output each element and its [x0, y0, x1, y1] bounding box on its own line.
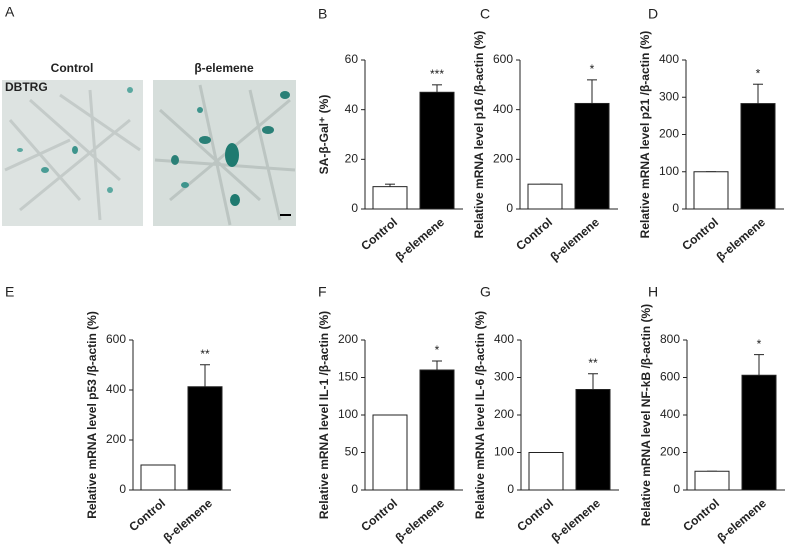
y-tick-label: 400	[660, 407, 680, 421]
y-tick-label: 400	[493, 102, 513, 116]
y-tick-label: 50	[345, 445, 359, 459]
significance: **	[200, 347, 210, 361]
y-tick-label: 400	[106, 382, 126, 396]
y-tick-label: 0	[351, 482, 358, 496]
x-tick-label: Control	[680, 496, 722, 534]
panel-label: C	[480, 6, 490, 22]
y-tick-label: 600	[493, 52, 513, 66]
column-title: β-elemene	[194, 61, 254, 75]
x-tick-label: Control	[514, 496, 556, 534]
y-axis-label: Relative mRNA level IL-1 /β-actin (%)	[317, 311, 331, 519]
y-tick-label: 0	[506, 201, 513, 215]
x-tick-label: β-elemene	[392, 215, 447, 264]
bar	[693, 171, 729, 210]
significance: *	[435, 343, 440, 357]
y-tick-label: 200	[338, 332, 358, 346]
y-axis-label: SA-β-Gal⁺ (%)	[317, 95, 331, 175]
bar	[574, 102, 610, 210]
bar	[187, 386, 223, 491]
x-tick-label: β-elemene	[714, 496, 769, 545]
x-tick-label: β-elemene	[713, 215, 768, 264]
y-tick-label: 200	[493, 152, 513, 166]
significance: *	[757, 337, 762, 351]
y-axis-label: Relative mRNA level IL-6 /β-actin (%)	[473, 311, 487, 519]
y-tick-label: 600	[660, 370, 680, 384]
x-tick-label: β-elemene	[392, 496, 447, 545]
y-tick-label: 100	[494, 445, 514, 459]
y-tick-label: 400	[494, 332, 514, 346]
x-tick-label: β-elemene	[160, 496, 215, 545]
y-tick-label: 400	[659, 52, 679, 66]
y-axis-label: Relative mRNA level NF-kB /β-actin (%)	[639, 304, 653, 526]
panel-label: H	[648, 284, 658, 300]
y-tick-label: 200	[660, 445, 680, 459]
x-tick-label: Control	[513, 215, 555, 253]
bar	[372, 186, 408, 210]
y-tick-label: 200	[106, 432, 126, 446]
panel-label: B	[318, 6, 327, 22]
y-tick-label: 100	[659, 164, 679, 178]
panel-label: A	[5, 4, 15, 20]
y-tick-label: 300	[494, 370, 514, 384]
panel-label: F	[318, 284, 327, 300]
x-tick-label: Control	[679, 215, 721, 253]
y-tick-label: 0	[672, 201, 679, 215]
bar	[419, 369, 455, 491]
y-tick-label: 20	[345, 152, 359, 166]
panel-label: E	[5, 284, 14, 300]
y-tick-label: 200	[494, 407, 514, 421]
bar	[372, 414, 408, 491]
y-tick-label: 0	[351, 201, 358, 215]
column-title: Control	[51, 61, 94, 75]
bar	[527, 183, 563, 210]
y-tick-label: 800	[660, 332, 680, 346]
bar	[740, 103, 776, 210]
y-tick-label: 100	[338, 407, 358, 421]
y-tick-label: 0	[119, 482, 126, 496]
y-axis-label: Relative mRNA level p16 /β-actin (%)	[472, 31, 486, 239]
x-tick-label: Control	[358, 215, 400, 253]
bar	[694, 470, 730, 491]
y-tick-label: 150	[338, 370, 358, 384]
y-tick-label: 60	[345, 52, 359, 66]
y-tick-label: 200	[659, 127, 679, 141]
cell-line-label: DBTRG	[5, 80, 48, 94]
panel-label: D	[648, 6, 658, 22]
bar	[140, 464, 176, 491]
significance: *	[756, 66, 761, 80]
x-tick-label: β-elemene	[548, 496, 603, 545]
y-tick-label: 600	[106, 332, 126, 346]
panel-label: G	[480, 284, 491, 300]
x-tick-label: Control	[126, 496, 168, 534]
bar	[575, 389, 611, 491]
significance: *	[590, 62, 595, 76]
y-tick-label: 300	[659, 89, 679, 103]
significance: ***	[430, 67, 444, 81]
y-tick-label: 0	[507, 482, 514, 496]
y-axis-label: Relative mRNA level p53 /β-actin (%)	[85, 311, 99, 519]
bar	[528, 452, 564, 491]
x-tick-label: β-elemene	[547, 215, 602, 264]
y-tick-label: 0	[673, 482, 680, 496]
x-tick-label: Control	[358, 496, 400, 534]
bar	[741, 374, 777, 491]
micrograph	[2, 80, 143, 226]
y-tick-label: 40	[345, 102, 359, 116]
micrograph	[153, 80, 296, 226]
significance: **	[588, 356, 598, 370]
y-axis-label: Relative mRNA level p21 /β-actin (%)	[638, 31, 652, 239]
bar	[419, 91, 455, 210]
